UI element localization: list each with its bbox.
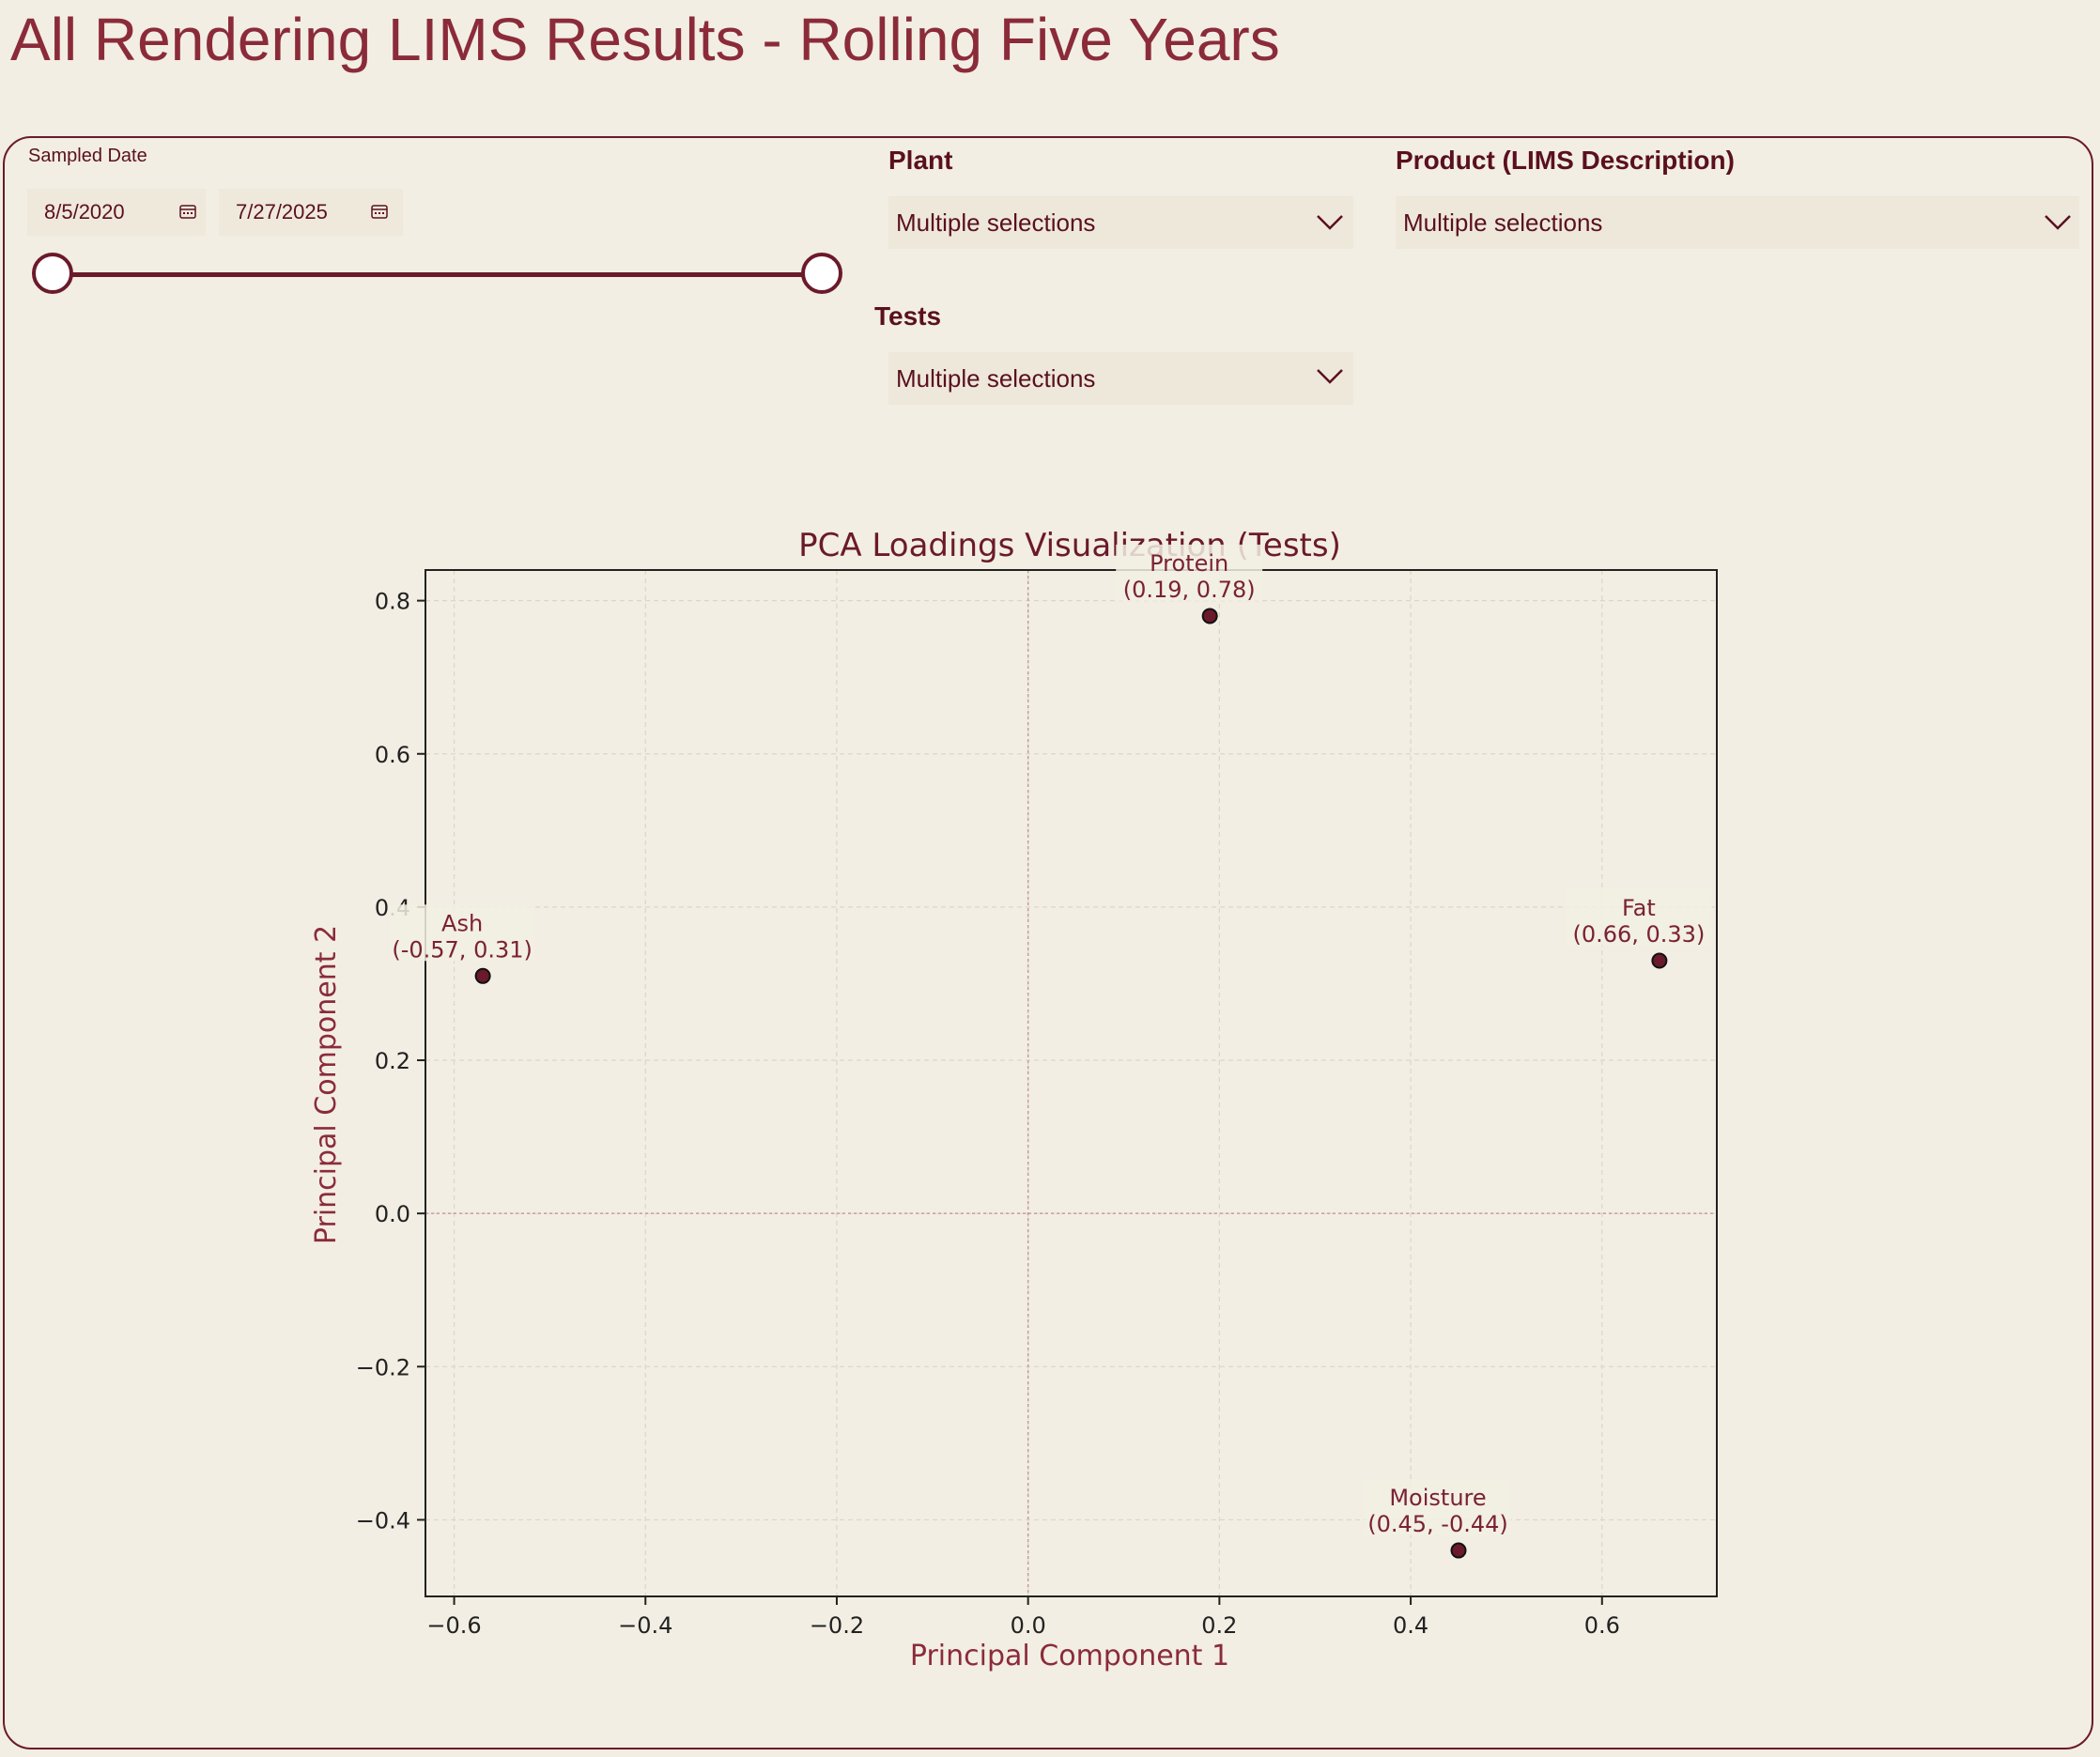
end-date-input[interactable]: 7/27/2025 bbox=[219, 189, 403, 236]
x-tick-label: 0.0 bbox=[1011, 1612, 1046, 1639]
start-date-value: 8/5/2020 bbox=[44, 200, 125, 223]
plot-area-frame bbox=[425, 569, 1718, 1597]
point-label-background bbox=[1365, 1479, 1511, 1536]
point-label-background bbox=[1565, 888, 1712, 946]
plant-label: Plant bbox=[888, 146, 953, 175]
point-name-label: Ash bbox=[441, 910, 483, 936]
x-tick-label: −0.2 bbox=[810, 1612, 864, 1639]
point-label-background bbox=[389, 904, 536, 962]
calendar-icon[interactable] bbox=[179, 204, 196, 219]
y-tick-label: −0.2 bbox=[356, 1354, 410, 1380]
x-axis-label: Principal Component 1 bbox=[910, 1640, 1229, 1672]
y-axis-label: Principal Component 2 bbox=[310, 925, 343, 1244]
sampled-date-label: Sampled Date bbox=[28, 146, 147, 166]
y-tick-label: −0.4 bbox=[356, 1507, 410, 1534]
x-tick-label: 0.4 bbox=[1393, 1612, 1428, 1639]
start-date-input[interactable]: 8/5/2020 bbox=[27, 189, 206, 236]
chart-points: Protein(0.19, 0.78)Ash(-0.57, 0.31)Fat(0… bbox=[389, 544, 1712, 1559]
point-coord-label: (-0.57, 0.31) bbox=[392, 936, 533, 963]
x-tick-label: 0.2 bbox=[1201, 1612, 1237, 1639]
date-range-start-handle[interactable] bbox=[32, 253, 73, 294]
scatter-point[interactable] bbox=[1201, 608, 1218, 624]
x-tick-label: −0.4 bbox=[618, 1612, 672, 1639]
calendar-icon[interactable] bbox=[371, 204, 388, 219]
y-tick-label: 0.8 bbox=[375, 589, 410, 615]
point-label-background bbox=[1116, 544, 1263, 601]
point-name-label: Moisture bbox=[1389, 1485, 1486, 1511]
x-tick-label: 0.6 bbox=[1584, 1612, 1620, 1639]
y-tick-label: 0.0 bbox=[375, 1201, 410, 1227]
product-label: Product (LIMS Description) bbox=[1396, 146, 1735, 175]
product-dropdown-value: Multiple selections bbox=[1403, 208, 1603, 237]
plant-dropdown[interactable]: Multiple selections bbox=[888, 196, 1353, 249]
scatter-point[interactable] bbox=[1651, 952, 1668, 969]
plant-dropdown-value: Multiple selections bbox=[896, 208, 1096, 237]
point-coord-label: (0.45, -0.44) bbox=[1367, 1511, 1508, 1537]
point-name-label: Protein bbox=[1150, 550, 1228, 577]
date-range-end-handle[interactable] bbox=[801, 253, 842, 294]
y-tick-label: 0.6 bbox=[375, 742, 410, 768]
filter-panel: Sampled Date 8/5/2020 7/27/2025 Plant Mu… bbox=[3, 136, 2093, 1749]
page-title: All Rendering LIMS Results - Rolling Fiv… bbox=[10, 6, 1280, 73]
chart-grid bbox=[425, 570, 1717, 1596]
tests-dropdown[interactable]: Multiple selections bbox=[888, 352, 1353, 405]
chart-ticks: −0.6 −0.4 −0.2 0.0 0.2 0.4 0.6 −0.4 −0.2 0.0 0.2 0.… bbox=[356, 589, 1620, 1639]
product-dropdown[interactable]: Multiple selections bbox=[1396, 196, 2079, 249]
point-coord-label: (0.66, 0.33) bbox=[1572, 921, 1705, 948]
date-range-track[interactable] bbox=[57, 272, 827, 277]
tests-label: Tests bbox=[874, 301, 942, 331]
chevron-down-icon[interactable] bbox=[1316, 214, 1344, 231]
tests-dropdown-value: Multiple selections bbox=[896, 363, 1096, 393]
chevron-down-icon[interactable] bbox=[2044, 214, 2072, 231]
point-name-label: Fat bbox=[1622, 895, 1656, 921]
chevron-down-icon[interactable] bbox=[1316, 368, 1344, 385]
x-tick-label: −0.6 bbox=[426, 1612, 481, 1639]
end-date-value: 7/27/2025 bbox=[236, 200, 328, 223]
scatter-point[interactable] bbox=[474, 967, 491, 984]
point-coord-label: (0.19, 0.78) bbox=[1123, 577, 1256, 603]
scatter-point[interactable] bbox=[1450, 1542, 1467, 1559]
y-tick-label: 0.2 bbox=[375, 1048, 410, 1074]
